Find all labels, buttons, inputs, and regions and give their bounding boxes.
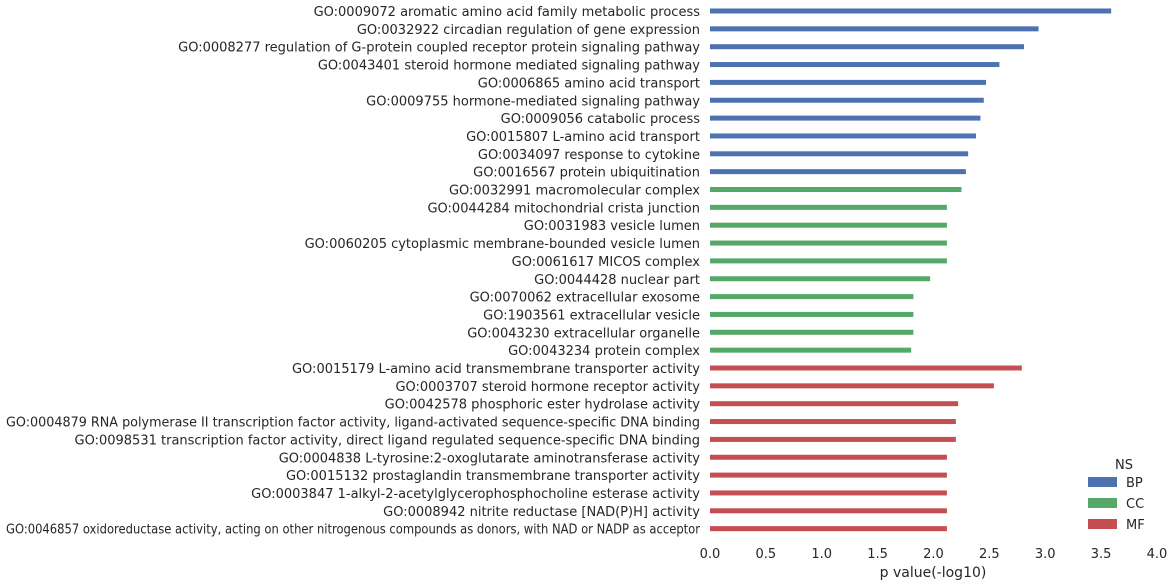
category-label: GO:0004879 RNA polymerase II transcripti… [6,416,700,431]
x-tick-label: 2.5 [979,547,1000,562]
bar-cc [710,311,914,317]
category-label: GO:0015807 L-amino acid transport [466,130,700,145]
legend-label-mf: MF [1126,518,1145,533]
category-label: GO:0031983 vesicle lumen [524,219,700,234]
category-label: GO:0032922 circadian regulation of gene … [357,23,700,38]
bar-bp [710,97,984,103]
x-tick-label: 1.0 [811,547,832,562]
bar-mf [710,490,947,496]
bar-bp [710,26,1039,32]
category-label: GO:0043230 extracellular organelle [467,326,700,341]
legend-swatch-mf [1088,519,1117,529]
bar-cc [710,204,947,210]
bar-bp [710,151,969,157]
category-label: GO:0043234 protein complex [508,344,700,359]
bar-bp [710,44,1025,50]
category-label: GO:0098531 transcription factor activity… [75,433,700,448]
x-tick-label: 0.5 [756,547,777,562]
category-label: GO:0060205 cytoplasmic membrane-bounded … [305,237,700,252]
bar-bp [710,79,987,85]
legend-label-cc: CC [1126,497,1144,512]
category-label: GO:0015132 prostaglandin transmembrane t… [286,469,700,484]
bar-bp [710,133,976,139]
bar-bp [710,62,1000,68]
bar-mf [710,365,1022,371]
category-label: GO:0061617 MICOS complex [512,255,701,270]
legend-swatch-cc [1088,498,1117,508]
bar-bp [710,8,1112,14]
bar-cc [710,187,962,192]
legend-title: NS [1115,458,1133,473]
category-label: GO:0034097 response to cytokine [478,148,700,163]
bar-mf [710,383,994,389]
bar-bp [710,115,981,121]
category-label: GO:0042578 phosphoric ester hydrolase ac… [385,398,701,413]
bar-cc [710,240,947,246]
bar-bp [710,169,966,175]
x-tick-label: 0.0 [700,547,721,562]
x-tick-label: 4.0 [1147,547,1168,562]
category-label: GO:0008942 nitrite reductase [NAD(P)H] a… [383,505,700,520]
legend-label-bp: BP [1126,476,1143,491]
category-label: GO:0046857 oxidoreductase activity, acti… [6,523,701,538]
category-label: GO:0044284 mitochondrial crista junction [427,201,700,216]
category-label: GO:0016567 protein ubiquitination [473,166,700,181]
x-tick-label: 2.0 [923,547,944,562]
category-label: GO:0006865 amino acid transport [478,76,700,91]
category-label: GO:0032991 macromolecular complex [449,184,700,199]
bar-cc [710,329,914,335]
category-label: GO:0003707 steroid hormone receptor acti… [395,380,700,395]
category-label: GO:0009056 catabolic process [501,112,701,127]
bar-mf [710,401,959,407]
x-tick-label: 3.0 [1035,547,1056,562]
legend-swatch-bp [1088,477,1117,487]
category-labels: GO:0009072 aromatic amino acid family me… [6,5,701,538]
bar-mf [710,508,947,514]
bar-mf [710,526,947,532]
category-label: GO:0003847 1-alkyl-2-acetylglycerophosph… [251,487,700,502]
bar-mf [710,436,956,442]
bar-cc [710,347,912,353]
bar-cc [710,222,947,228]
category-label: GO:0070062 extracellular exosome [470,291,700,306]
legend: NS BP CC MF [1088,458,1145,533]
x-axis: 0.0 0.5 1.0 1.5 2.0 2.5 3.0 3.5 4.0 [700,547,1168,562]
category-label: GO:0009072 aromatic amino acid family me… [314,5,701,20]
bar-mf [710,472,947,478]
x-tick-label: 1.5 [867,547,888,562]
category-label: GO:0044428 nuclear part [534,273,700,288]
bar-mf [710,454,947,460]
bars-layer [710,8,1112,532]
category-label: GO:0015179 L-amino acid transmembrane tr… [292,362,700,377]
bar-mf [710,419,956,425]
category-label: GO:0043401 steroid hormone mediated sign… [318,59,700,74]
category-label: GO:1903561 extracellular vesicle [483,308,700,323]
category-label: GO:0008277 regulation of G-protein coupl… [178,41,700,56]
x-axis-title: p value(-log10) [880,565,987,581]
category-label: GO:0009755 hormone-mediated signaling pa… [366,94,700,109]
category-label: GO:0004838 L-tyrosine:2-oxoglutarate ami… [279,451,701,466]
x-tick-label: 3.5 [1091,547,1112,562]
bar-cc [710,258,947,264]
bar-cc [710,294,914,300]
bar-cc [710,276,931,282]
